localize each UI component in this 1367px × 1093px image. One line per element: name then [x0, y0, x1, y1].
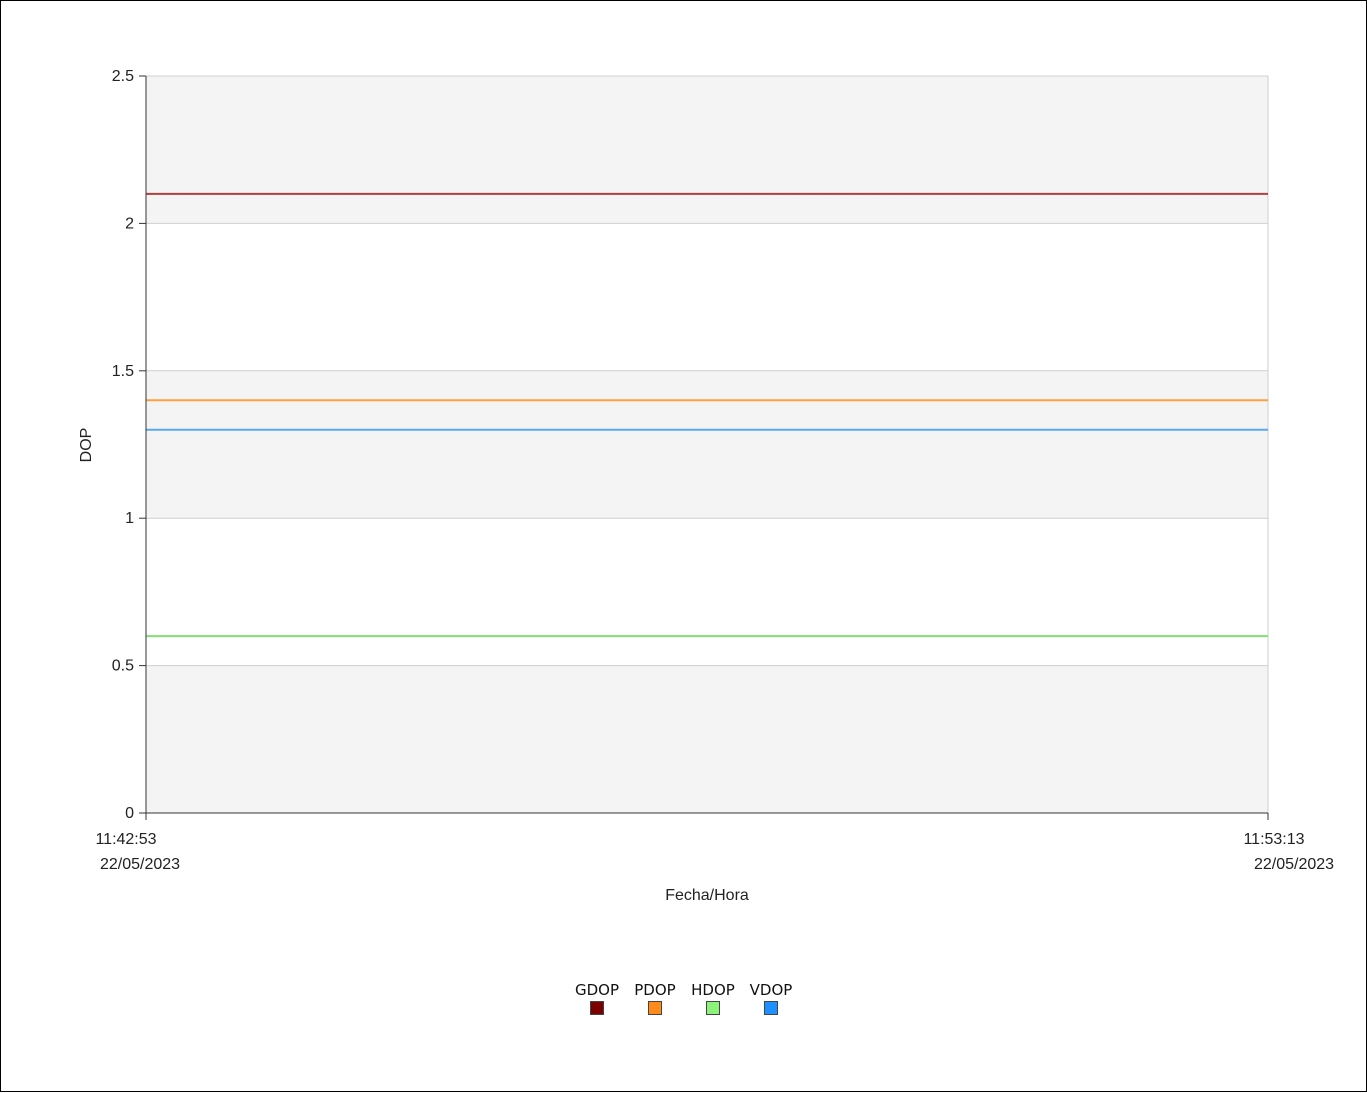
plot-band [146, 223, 1268, 371]
y-tick-label: 0.5 [112, 658, 134, 675]
x-tick-label-time: 11:53:13 [1243, 831, 1304, 848]
y-tick-label: 2.5 [112, 68, 134, 85]
y-axis-title: DOP [78, 428, 95, 463]
legend-label: PDOP [634, 981, 676, 999]
y-tick-label: 2 [125, 215, 134, 232]
x-axis-title: Fecha/Hora [665, 887, 749, 904]
y-tick-label: 1 [125, 510, 134, 527]
plot-bands [146, 76, 1268, 813]
legend-swatch [764, 1001, 778, 1015]
legend-item-vdop: VDOP [742, 979, 800, 1015]
x-tick-label-date: 22/05/2023 [1254, 856, 1334, 873]
legend-swatch [590, 1001, 604, 1015]
legend-item-gdop: GDOP [568, 979, 626, 1015]
plot-band [146, 518, 1268, 666]
plot-band [146, 370, 1268, 519]
legend-label: HDOP [691, 981, 735, 999]
legend: GDOP PDOP HDOP VDOP [568, 979, 800, 1015]
legend-swatch [648, 1001, 662, 1015]
series-lines [146, 192, 1268, 638]
y-tick-labels: 0 0.5 1 1.5 2 2.5 [112, 68, 134, 822]
axes [139, 75, 1269, 820]
legend-item-hdop: HDOP [684, 979, 742, 1015]
legend-label: VDOP [749, 981, 793, 999]
legend-swatch [706, 1001, 720, 1015]
x-tick-labels: 11:42:53 22/05/2023 11:53:13 22/05/2023 [95, 831, 1334, 873]
legend-item-pdop: PDOP [626, 979, 684, 1015]
y-tick-label: 1.5 [112, 363, 134, 380]
x-tick-label-time: 11:42:53 [95, 831, 156, 848]
legend-label: GDOP [574, 981, 620, 999]
gridlines [146, 75, 1269, 813]
x-tick-label-date: 22/05/2023 [100, 856, 180, 873]
plot-band [146, 76, 1268, 224]
y-tick-label: 0 [125, 805, 134, 822]
plot-band [146, 665, 1268, 813]
